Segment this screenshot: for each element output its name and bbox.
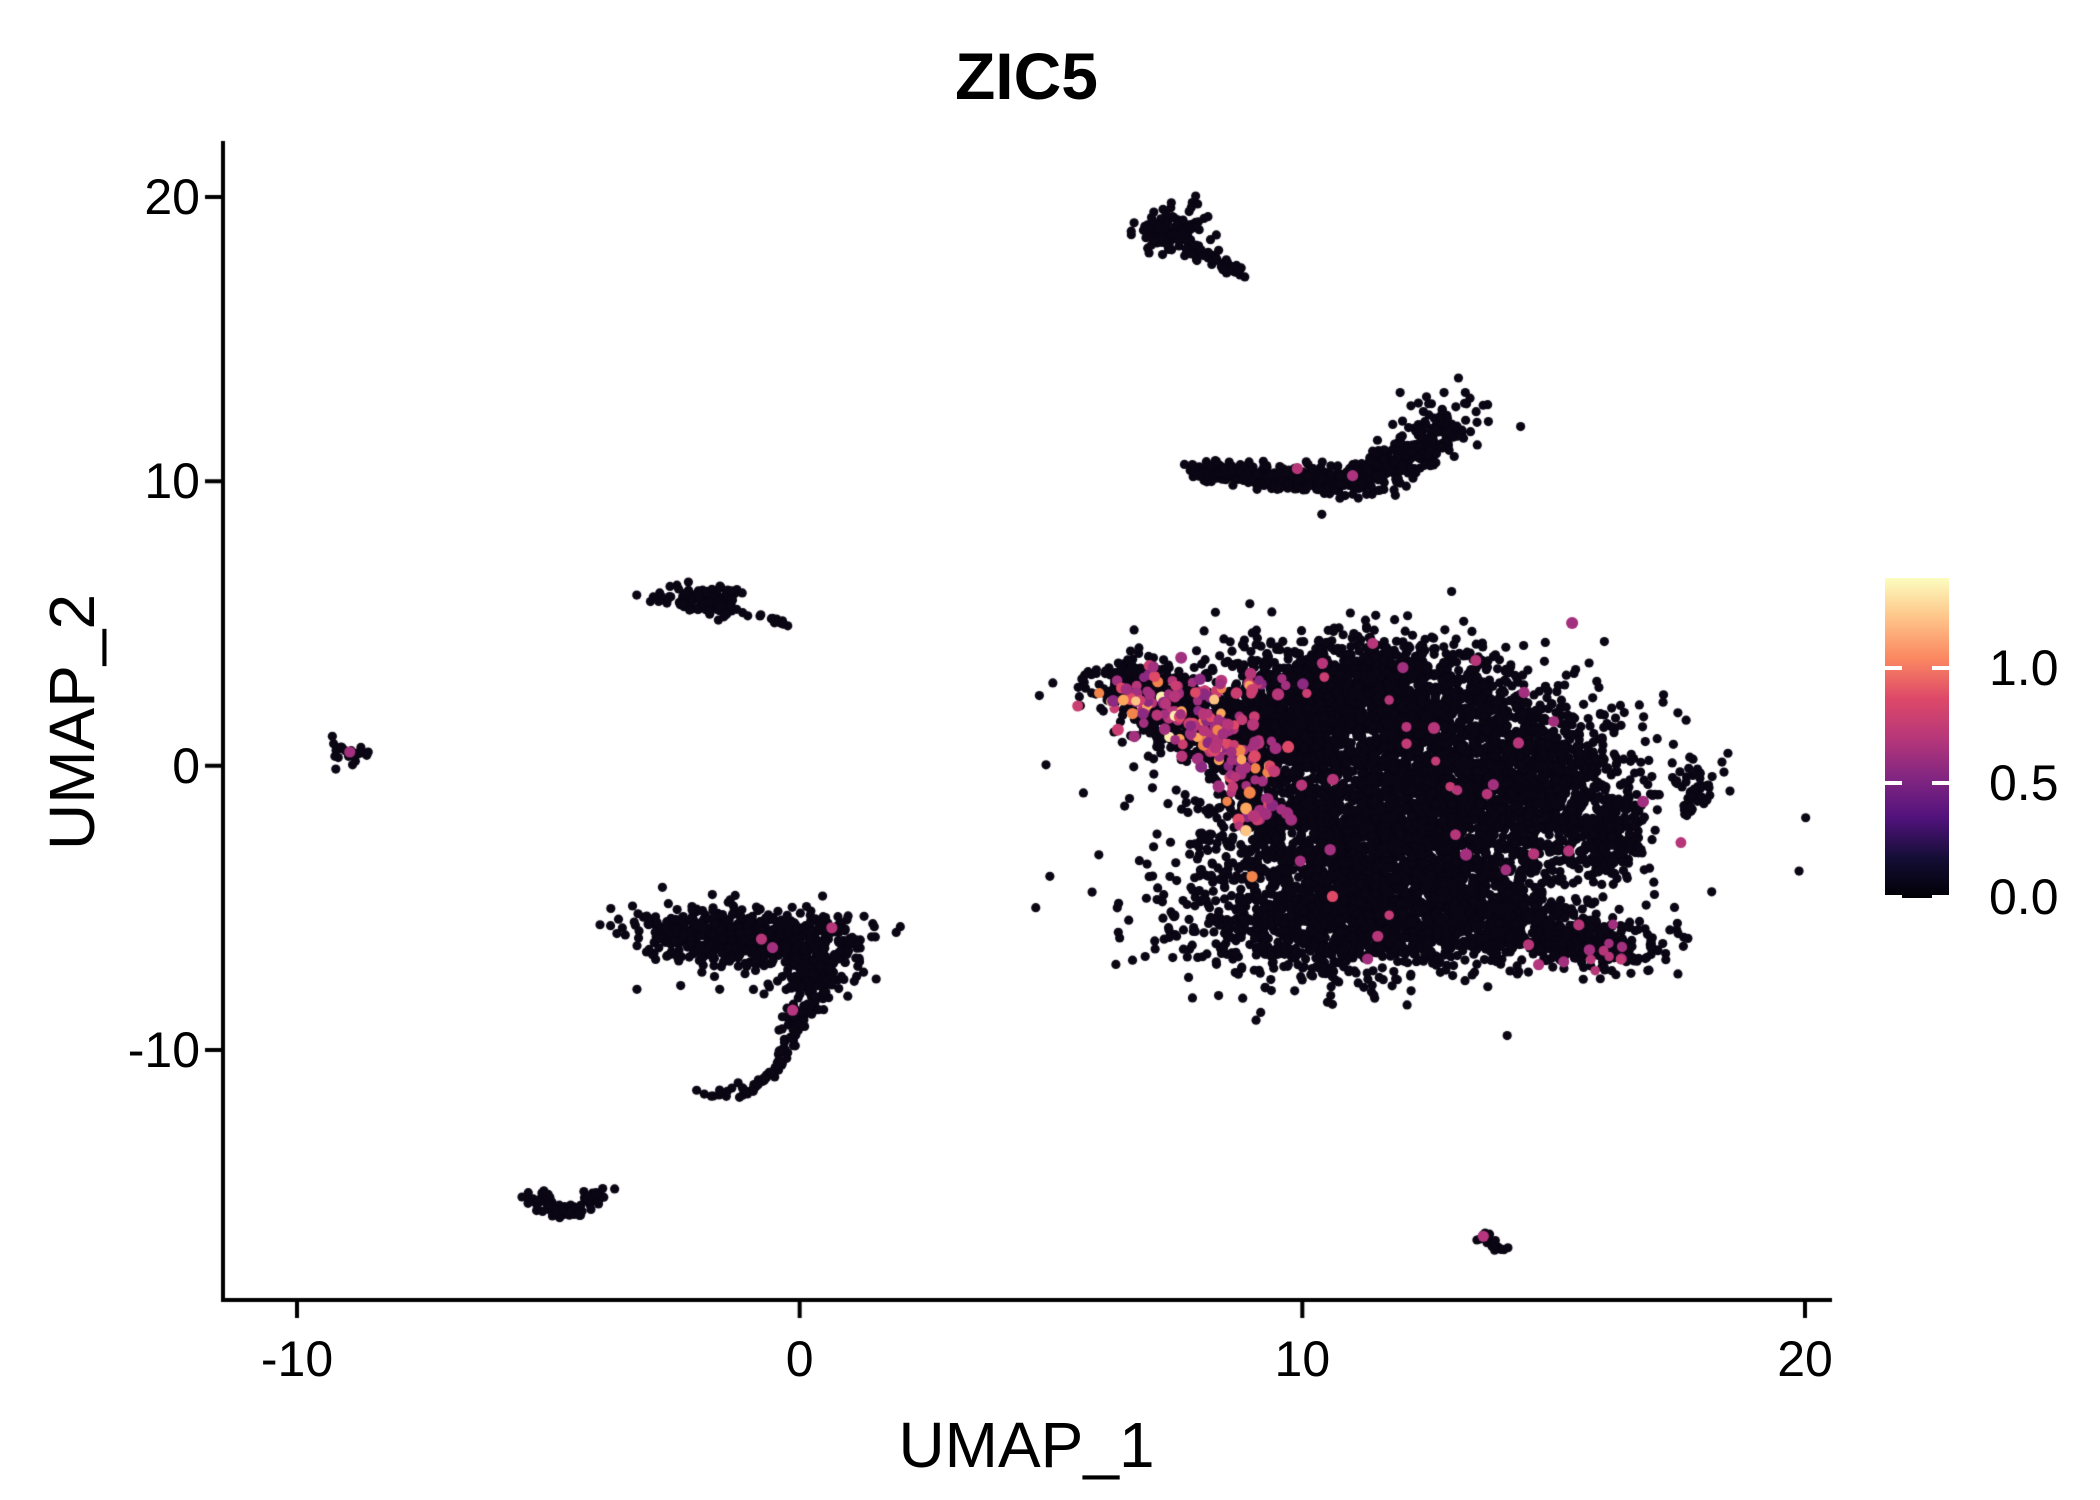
colorbar-tick-0.5 — [1885, 780, 1902, 785]
y-axis-title: UMAP_2 — [36, 593, 108, 850]
y-tick-label-20: 20 — [144, 169, 200, 225]
y-axis-title-wrap: UMAP_2 — [35, 593, 109, 849]
x-tick-label-10: 10 — [1274, 1331, 1331, 1387]
colorbar-label-0.0: 0.0 — [1989, 869, 2059, 925]
expression-colorbar — [1885, 578, 1949, 898]
y-tick-label-10: 10 — [144, 453, 200, 510]
x-tick-label-20: 20 — [1777, 1331, 1833, 1387]
colorbar-tick-1.0 — [1932, 666, 1949, 670]
x-tick-label--10: -10 — [260, 1331, 334, 1387]
colorbar-tick-1.0 — [1885, 666, 1902, 670]
x-axis-title: UMAP_1 — [898, 1409, 1155, 1481]
colorbar-tick-0.0 — [1932, 895, 1949, 899]
colorbar-label-0.5: 0.5 — [1989, 754, 2059, 811]
y-tick-label--10: -10 — [127, 1022, 200, 1078]
plot-title: ZIC5 — [954, 39, 1099, 113]
y-tick-label-0: 0 — [172, 737, 200, 794]
colorbar-tick-0.0 — [1885, 895, 1902, 899]
colorbar-tick-0.5 — [1932, 780, 1949, 785]
x-tick-label-0: 0 — [785, 1331, 814, 1387]
colorbar-label-1.0: 1.0 — [1989, 640, 2059, 696]
